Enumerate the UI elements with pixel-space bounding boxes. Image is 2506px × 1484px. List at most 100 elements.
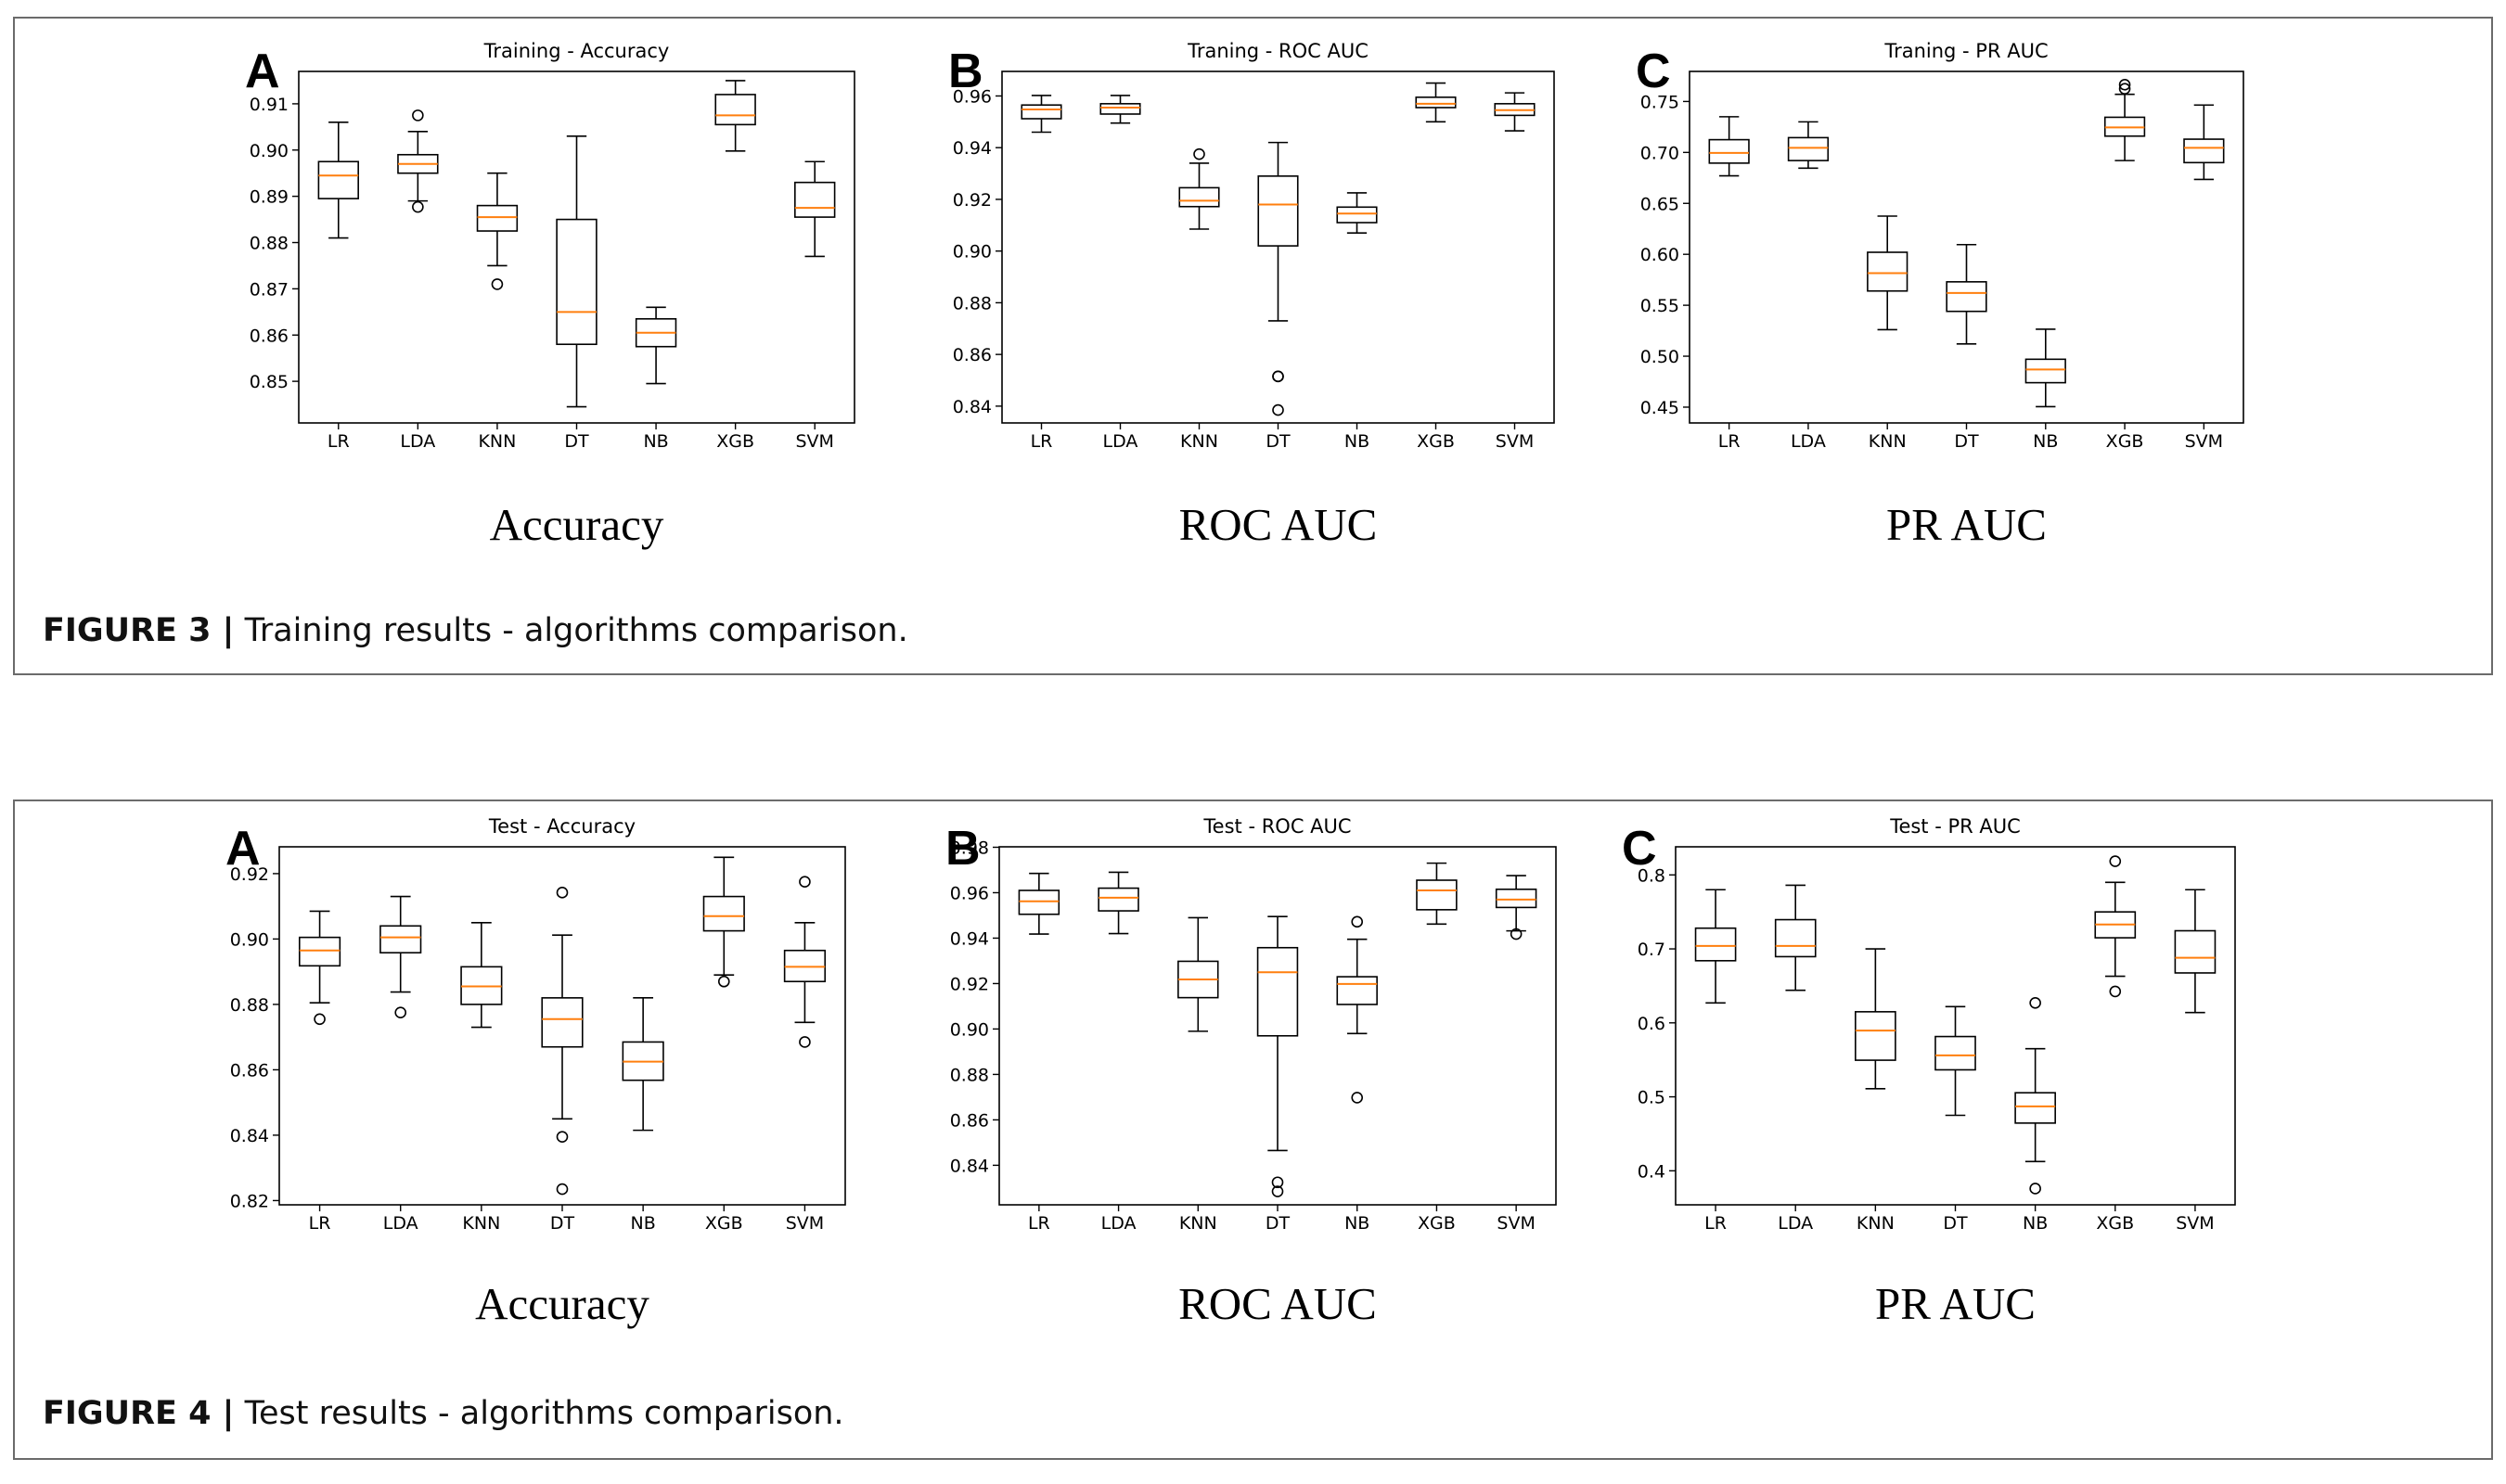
fig4-panel-b-xtick-label: NB xyxy=(1344,1213,1369,1234)
fig4-panel-a-outlier xyxy=(314,1013,326,1026)
fig3-panel-b-xtick-label: NB xyxy=(1344,431,1369,452)
fig4-panel-a-box-dt: DT xyxy=(541,887,584,1234)
fig3-panel-b-iqr-box xyxy=(1178,186,1220,208)
fig4-panel-c-ytick-label: 0.4 xyxy=(1638,1161,1665,1182)
fig4-panel-c: C Test - PR AUC 0.4 0.5 0.6 0.7 0.8 LR LDA KNN DT N… xyxy=(1622,815,2236,1329)
figure-4-caption-label: FIGURE 4 | xyxy=(43,1395,235,1432)
figure-4-charts: A Test - Accuracy 0.82 0.84 0.86 0.88 0.90 0.92… xyxy=(225,815,2236,1329)
fig4-panel-a-ytick-label: 0.86 xyxy=(230,1060,269,1081)
fig4-panel-a-ytick-label: 0.88 xyxy=(230,995,269,1016)
fig4-panel-b-box-knn: KNN xyxy=(1177,916,1219,1234)
fig3-panel-a: A Training - Accuracy 0.85 0.86 0.87 0.88 0.89… xyxy=(245,40,855,550)
fig3-panel-c-iqr-box xyxy=(1867,251,1908,292)
fig4-panel-a-iqr-box xyxy=(702,895,745,932)
fig3-panel-a-box-svm: SVM xyxy=(794,160,836,452)
fig3-panel-b-ytick-label: 0.88 xyxy=(953,293,992,313)
fig3-panel-b-xtick-label: KNN xyxy=(1180,431,1218,452)
figure-4-caption-text: Test results - algorithms comparison. xyxy=(244,1395,844,1432)
fig4-panel-b-xtick-label: KNN xyxy=(1179,1213,1217,1234)
fig4-panel-c-subtitle: PR AUC xyxy=(1875,1278,2036,1329)
fig3-panel-b-iqr-box xyxy=(1099,103,1141,115)
fig3-panel-c-ytick-label: 0.65 xyxy=(1640,194,1679,214)
fig4-panel-a-xtick-label: XGB xyxy=(705,1213,743,1234)
fig3-panel-a-ytick-label: 0.87 xyxy=(250,279,289,300)
fig4-panel-b-subtitle: ROC AUC xyxy=(1178,1278,1377,1329)
fig4-panel-c-box-svm: SVM xyxy=(2174,889,2217,1234)
fig4-panel-c-ytick-label: 0.7 xyxy=(1638,940,1665,960)
fig4-panel-b-iqr-box xyxy=(1098,887,1139,912)
fig3-panel-c-box-dt: DT xyxy=(1946,243,1987,452)
fig4-panel-a-ytick-label: 0.84 xyxy=(230,1126,269,1146)
fig4-panel-a-subtitle: Accuracy xyxy=(475,1278,649,1329)
fig3-panel-b: B Traning - ROC AUC 0.84 0.86 0.88 0.90 0.92 0.… xyxy=(948,40,1555,550)
fig4-panel-a-box-nb: NB xyxy=(622,997,664,1234)
fig3-panel-c-ytick-label: 0.55 xyxy=(1640,296,1679,316)
fig3-panel-b-xtick-label: SVM xyxy=(1496,431,1534,452)
fig4-panel-b-box-nb: NB xyxy=(1336,915,1378,1234)
fig4-panel-b: B Test - ROC AUC 0.84 0.86 0.88 0.90 0.92 0.94 0… xyxy=(945,815,1557,1329)
fig3-panel-b-outlier xyxy=(1193,147,1205,160)
fig4-panel-c-outlier xyxy=(2109,855,2122,867)
fig4-panel-b-box-xgb: XGB xyxy=(1416,862,1458,1234)
fig4-panel-c-xtick-label: NB xyxy=(2023,1213,2048,1234)
fig3-panel-c-box-lda: LDA xyxy=(1787,121,1830,452)
fig3-panel-b-subtitle: ROC AUC xyxy=(1179,499,1378,550)
fig4-panel-b-iqr-box xyxy=(1416,879,1458,911)
fig3-panel-a-subtitle: Accuracy xyxy=(490,499,664,550)
fig4-panel-c-ytick-label: 0.8 xyxy=(1638,865,1665,886)
fig4-panel-c-iqr-box xyxy=(2014,1092,2056,1124)
fig4-panel-c-ytick-label: 0.6 xyxy=(1638,1014,1665,1034)
fig3-panel-b-box-xgb: XGB xyxy=(1415,82,1457,452)
fig4-panel-a-xtick-label: DT xyxy=(550,1213,575,1234)
fig4-panel-b-letter: B xyxy=(945,822,981,876)
fig3-panel-b-box-nb: NB xyxy=(1336,192,1378,452)
fig3-panel-a-ytick-label: 0.90 xyxy=(250,141,289,161)
fig3-panel-c-xtick-label: DT xyxy=(1954,431,1979,452)
fig4-panel-a-outlier xyxy=(556,1183,569,1196)
fig4-panel-a-xtick-label: KNN xyxy=(462,1213,500,1234)
fig3-panel-a-xtick-label: DT xyxy=(564,431,589,452)
fig3-panel-a-outlier xyxy=(412,109,424,122)
fig3-panel-b-iqr-box xyxy=(1257,175,1299,247)
fig4-panel-b-xtick-label: SVM xyxy=(1497,1213,1535,1234)
fig3-panel-a-box-dt: DT xyxy=(556,135,598,452)
fig4-panel-b-ytick-label: 0.96 xyxy=(950,883,989,903)
fig3-panel-c: C Traning - PR AUC 0.45 0.50 0.55 0.60 0.65 0.7… xyxy=(1636,40,2244,550)
fig4-panel-b-outlier xyxy=(1351,1092,1364,1104)
fig4-panel-b-ytick-label: 0.98 xyxy=(950,838,989,858)
fig3-panel-a-xtick-label: LR xyxy=(328,431,350,452)
fig4-panel-c-box-lr: LR xyxy=(1694,889,1737,1234)
figure-3-charts: A Training - Accuracy 0.85 0.86 0.87 0.88 0.89… xyxy=(245,40,2244,550)
fig3-panel-b-ytick-label: 0.86 xyxy=(953,345,992,365)
fig3-panel-a-iqr-box xyxy=(714,94,756,126)
fig3-panel-a-iqr-box xyxy=(476,204,519,232)
fig3-panel-a-xtick-label: NB xyxy=(643,431,668,452)
fig4-panel-b-outlier xyxy=(1271,1176,1284,1189)
fig4-panel-a-xtick-label: LDA xyxy=(383,1213,418,1234)
figure-3-caption-text: Training results - algorithms comparison… xyxy=(244,612,908,649)
fig3-panel-c-xtick-label: LDA xyxy=(1791,431,1826,452)
fig3-panel-c-ytick-label: 0.60 xyxy=(1640,245,1679,265)
fig3-panel-a-box-nb: NB xyxy=(635,306,677,452)
fig3-panel-a-iqr-box xyxy=(317,160,359,199)
fig3-panel-c-box-lr: LR xyxy=(1708,116,1750,452)
fig4-panel-c-box-xgb: XGB xyxy=(2094,855,2137,1234)
fig4-panel-a-box-knn: KNN xyxy=(460,921,503,1234)
fig3-panel-b-letter: B xyxy=(948,45,983,98)
fig3-panel-c-box-knn: KNN xyxy=(1867,215,1908,452)
fig3-panel-c-iqr-box xyxy=(1946,281,1987,313)
fig4-panel-a: A Test - Accuracy 0.82 0.84 0.86 0.88 0.90 0.92… xyxy=(225,815,846,1329)
fig3-panel-c-xtick-label: NB xyxy=(2033,431,2058,452)
fig3-panel-a-box-xgb: XGB xyxy=(714,80,756,452)
fig4-panel-a-ytick-label: 0.92 xyxy=(230,864,269,885)
figure-4: A Test - Accuracy 0.82 0.84 0.86 0.88 0.90 0.92… xyxy=(13,800,2493,1460)
fig4-panel-b-xtick-label: XGB xyxy=(1418,1213,1456,1234)
fig4-panel-a-ytick-label: 0.82 xyxy=(230,1191,269,1211)
fig4-panel-c-letter: C xyxy=(1622,822,1657,876)
fig3-panel-a-ytick-label: 0.89 xyxy=(250,187,289,208)
fig4-panel-c-iqr-box xyxy=(2174,929,2217,974)
fig3-panel-b-box-knn: KNN xyxy=(1178,147,1220,452)
fig3-panel-c-ytick-label: 0.75 xyxy=(1640,92,1679,112)
fig4-panel-b-xtick-label: LR xyxy=(1028,1213,1050,1234)
fig3-panel-b-xtick-label: LDA xyxy=(1103,431,1138,452)
